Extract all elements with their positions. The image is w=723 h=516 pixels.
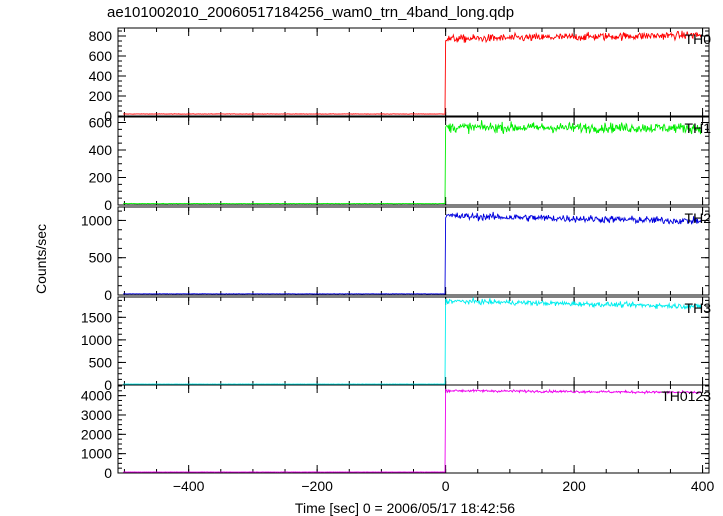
series-line-th2 [123, 211, 702, 295]
y-tick-label: 0 [104, 108, 112, 124]
y-tick-label: 400 [89, 68, 113, 84]
panel-frame [117, 384, 710, 474]
y-tick-label: 1000 [81, 332, 112, 348]
y-tick-label: 0 [104, 287, 112, 303]
y-tick-label: 500 [89, 250, 113, 266]
y-tick-label: 0 [104, 465, 112, 481]
panel-frame [117, 296, 710, 386]
y-tick-label: 3000 [81, 407, 112, 423]
y-tick-label: 600 [89, 115, 113, 131]
y-tick-label: 400 [89, 142, 113, 158]
x-axis-label: Time [sec] 0 = 2006/05/17 18:42:56 [295, 500, 515, 516]
x-tick-label: 200 [562, 478, 586, 494]
panels-group: 0 200 400 600 800 TH0 0 200 400 600 TH1 0 500 1000 TH2… [81, 27, 712, 481]
panel-th0: 0 200 400 600 800 TH0 [89, 27, 712, 124]
x-tick-label: 0 [442, 478, 450, 494]
panel-label-th2: TH2 [685, 210, 712, 226]
panel-th2: 0 500 1000 TH2 [81, 206, 712, 303]
y-tick-label: 1000 [81, 212, 112, 228]
y-axis-label: Counts/sec [33, 224, 49, 294]
panel-th1: 0 200 400 600 TH1 [89, 115, 712, 214]
panel-th3: 0 500 1000 1500 TH3 [81, 296, 712, 393]
x-tick-label: 400 [691, 478, 715, 494]
series-line-th1 [123, 120, 702, 205]
series-line-th3 [123, 296, 702, 385]
y-tick-label: 200 [89, 88, 113, 104]
y-tick-label: 4000 [81, 388, 112, 404]
y-tick-label: 800 [89, 28, 113, 44]
panel-label-th0: TH0 [685, 31, 712, 47]
y-tick-label: 1000 [81, 446, 112, 462]
series-line-th0123 [123, 388, 702, 473]
panel-frame [117, 27, 710, 117]
panel-label-th0123: TH0123 [661, 388, 711, 404]
panel-label-th1: TH1 [685, 120, 712, 136]
y-tick-label: 0 [104, 197, 112, 213]
y-tick-label: 600 [89, 48, 113, 64]
y-tick-label: 200 [89, 170, 113, 186]
y-tick-label: 1500 [81, 309, 112, 325]
x-tick-label: −200 [301, 478, 333, 494]
x-tick-label: −400 [173, 478, 205, 494]
x-axis-ticks: −400 −200 0 200 400 [173, 478, 715, 494]
chart-title: ae101002010_20060517184256_wam0_trn_4ban… [107, 4, 514, 21]
y-tick-label: 500 [89, 354, 113, 370]
panel-label-th3: TH3 [685, 300, 712, 316]
y-tick-label: 2000 [81, 426, 112, 442]
y-tick-label: 0 [104, 377, 112, 393]
panel-th0123: 0 1000 2000 3000 4000 TH0123 [81, 384, 711, 481]
series-line-th0 [123, 30, 702, 115]
